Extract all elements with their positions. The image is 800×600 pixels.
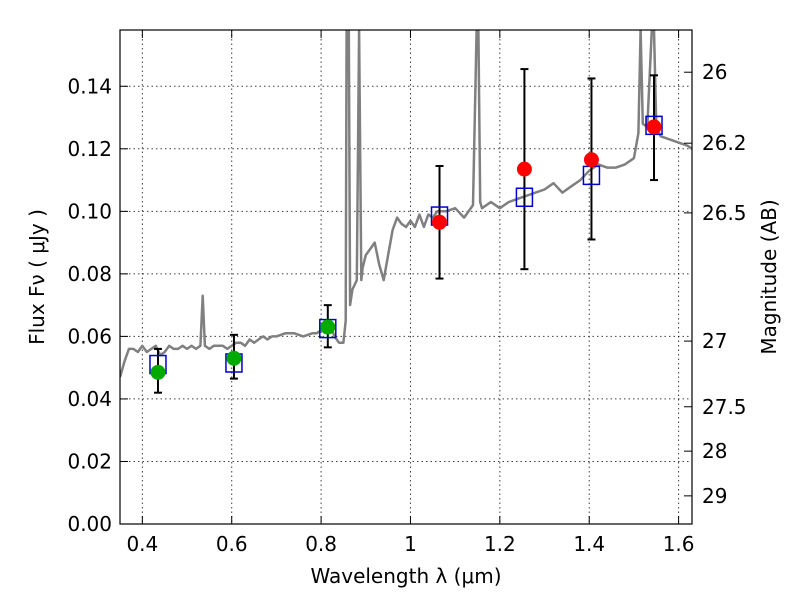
tick-layer	[120, 30, 692, 525]
marker-layer	[149, 115, 663, 380]
y2-tick-label-3: 27	[702, 329, 727, 353]
x-axis-label: Wavelength λ (μm)	[310, 564, 501, 588]
y2-tick-label-6: 29	[702, 484, 727, 508]
observed-optical-point-1	[226, 350, 242, 366]
y-axis-label: Flux Fν ( μJy )	[25, 209, 49, 345]
x-tick-label-1: 0.6	[216, 532, 248, 556]
y-tick-label-5: 0.10	[67, 199, 112, 223]
spectrum-layer	[120, 30, 692, 378]
x-tick-label-5: 1.4	[573, 532, 605, 556]
y-tick-label-1: 0.02	[67, 449, 112, 473]
y-tick-label-7: 0.14	[67, 74, 112, 98]
observed-optical-point-2	[320, 319, 336, 335]
observed-nir-point-0	[432, 214, 448, 230]
y2-tick-label-5: 28	[702, 439, 727, 463]
y2-axis-label: Magnitude (AB)	[757, 199, 781, 354]
y2-tick-label-2: 26.5	[702, 201, 747, 225]
observed-optical-point-0	[150, 364, 166, 380]
x-tick-label-3: 1	[404, 532, 417, 556]
y-tick-label-3: 0.06	[67, 324, 112, 348]
plot-frame	[119, 29, 693, 525]
errorbar-layer	[153, 68, 659, 394]
x-tick-label-4: 1.2	[484, 532, 516, 556]
observed-nir-point-2	[583, 152, 599, 168]
y-tick-label-6: 0.12	[67, 137, 112, 161]
x-tick-label-2: 0.8	[305, 532, 337, 556]
y-tick-label-0: 0.00	[67, 512, 112, 536]
observed-nir-point-1	[516, 161, 532, 177]
y-tick-label-2: 0.04	[67, 387, 112, 411]
y2-tick-label-1: 26.2	[702, 131, 747, 155]
spectrum-line	[120, 30, 692, 378]
observed-nir-point-3	[646, 119, 662, 135]
x-tick-label-0: 0.4	[126, 532, 158, 556]
y-tick-label-4: 0.08	[67, 262, 112, 286]
grid	[120, 30, 692, 525]
y2-tick-label-0: 26	[702, 60, 727, 84]
x-tick-label-6: 1.6	[663, 532, 695, 556]
tick-label-layer: 0.4 0.6 0.8 1 1.2 1.4 1.6 0.00 0.02 0.04 0.06 0.08 0…	[67, 60, 746, 556]
model-photometry-square-4	[515, 187, 534, 208]
y2-tick-label-4: 27.5	[702, 395, 747, 419]
